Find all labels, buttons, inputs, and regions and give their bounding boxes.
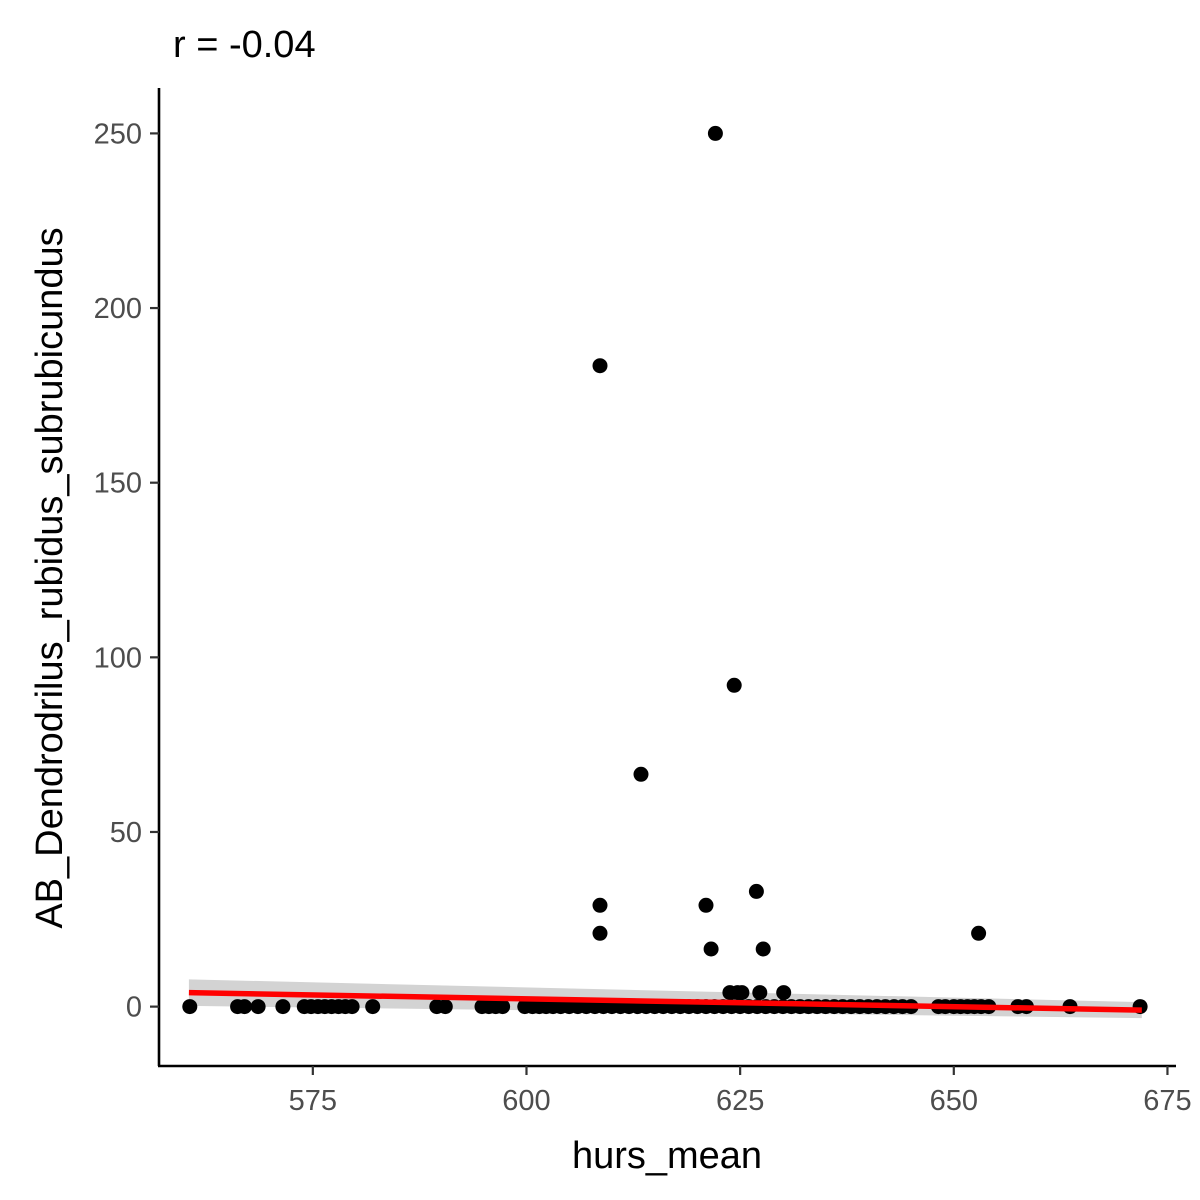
data-point	[752, 985, 768, 1001]
data-point	[776, 985, 792, 1001]
data-point	[365, 999, 381, 1015]
x-tick-label: 675	[1143, 1085, 1191, 1117]
chart-title: r = -0.04	[173, 24, 316, 66]
data-point	[698, 897, 714, 913]
y-axis-ticks: 0 50 100 150 200 250	[94, 118, 159, 1024]
y-tick-label: 150	[94, 468, 142, 500]
x-tick-label: 600	[502, 1085, 550, 1117]
data-point	[971, 925, 987, 941]
data-point	[633, 766, 649, 782]
data-point	[748, 883, 764, 899]
data-point	[237, 999, 252, 1015]
regression-line	[188, 989, 1142, 1013]
data-point	[755, 941, 771, 957]
y-tick-label: 0	[126, 992, 142, 1024]
data-point	[495, 999, 511, 1015]
y-tick-label: 100	[94, 642, 142, 674]
x-axis-title: hurs_mean	[572, 1135, 762, 1177]
regression-line-layer	[188, 989, 1142, 1013]
data-point	[592, 897, 608, 913]
y-tick-label: 50	[110, 817, 142, 849]
data-point	[344, 999, 360, 1015]
x-axis-ticks: 575 600 625 650 675	[289, 1066, 1192, 1117]
y-tick-label: 250	[94, 118, 142, 150]
data-point	[734, 985, 750, 1001]
x-tick-label: 650	[930, 1085, 978, 1117]
data-points-layer	[182, 125, 1148, 1015]
data-point	[726, 677, 742, 693]
data-point	[592, 925, 608, 941]
data-point	[707, 125, 723, 141]
x-tick-label: 625	[716, 1085, 764, 1117]
data-point	[275, 999, 291, 1015]
data-point	[182, 999, 198, 1015]
data-point	[250, 999, 266, 1015]
data-point	[592, 358, 608, 374]
x-tick-label: 575	[289, 1085, 337, 1117]
y-tick-label: 200	[94, 293, 142, 325]
data-point	[437, 999, 453, 1015]
y-axis-title: AB_Dendrodrilus_rubidus_subrubicundus	[29, 227, 71, 928]
data-point	[703, 941, 719, 957]
